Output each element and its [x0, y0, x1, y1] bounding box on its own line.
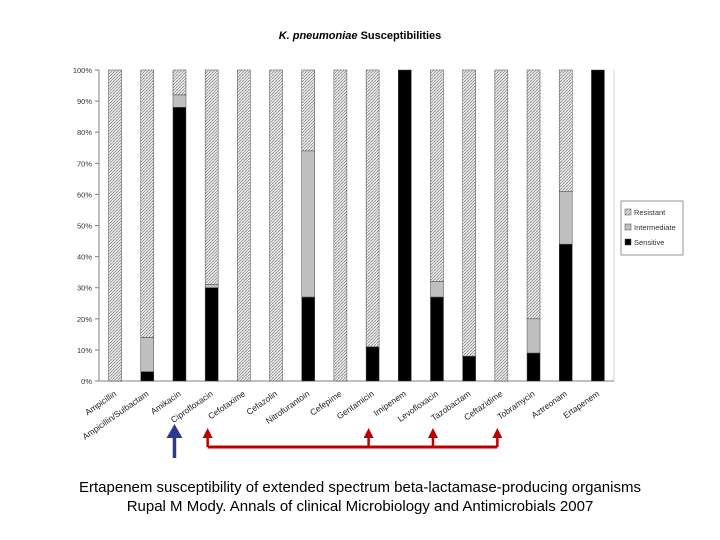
y-tick-label: 70%	[77, 159, 92, 168]
chart-title-rest: Susceptibilities	[360, 30, 442, 42]
y-tick-label: 80%	[77, 128, 92, 137]
annotations	[166, 424, 503, 458]
y-tick-label: 30%	[77, 284, 92, 293]
bar-stack	[462, 69, 476, 382]
bar-segment-sensitive	[462, 355, 476, 382]
bar-segment-resistant	[204, 69, 219, 285]
bar-stack	[558, 69, 573, 382]
legend-swatch	[624, 238, 632, 246]
bracket-arrow-head	[363, 428, 374, 438]
up-arrow-head	[166, 424, 183, 438]
bar-segment-intermediate	[172, 94, 187, 108]
bar-segment-resistant	[333, 69, 348, 382]
bar-stack	[140, 69, 155, 382]
y-tick-label: 100%	[73, 66, 93, 75]
bar-stack	[398, 69, 412, 382]
legend-box	[620, 200, 684, 256]
y-tick-label: 90%	[77, 97, 92, 106]
caption-line-2: Rupal M Mody. Annals of clinical Microbi…	[126, 498, 594, 515]
bar-segment-resistant	[462, 69, 476, 357]
bar-stack	[301, 69, 315, 382]
caption: Ertapenem susceptibility of extended spe…	[0, 478, 720, 516]
bars	[108, 69, 605, 382]
bar-stack	[591, 69, 605, 382]
caption-line-1: Ertapenem susceptibility of extended spe…	[79, 479, 641, 496]
bar-segment-sensitive	[558, 243, 573, 382]
bar-segment-resistant	[301, 69, 315, 152]
y-tick-label: 0%	[81, 377, 92, 386]
legend: Resistant Intermediate Sensitive	[620, 200, 684, 256]
y-tick-label: 10%	[77, 346, 92, 355]
bar-segment-resistant	[237, 69, 251, 382]
bar-segment-intermediate	[204, 284, 219, 288]
bar-segment-resistant	[172, 69, 187, 96]
bar-segment-sensitive	[430, 296, 444, 382]
chart-title-species: K. pneumoniae	[278, 30, 358, 42]
bar-segment-resistant	[526, 69, 541, 320]
bar-segment-intermediate	[526, 318, 541, 354]
legend-swatch	[624, 208, 632, 216]
bar-stack	[494, 69, 509, 382]
bar-stack	[526, 69, 541, 382]
y-tick-label: 20%	[77, 315, 92, 324]
y-tick-label: 40%	[77, 253, 92, 262]
bar-segment-sensitive	[301, 296, 315, 382]
bar-segment-intermediate	[558, 191, 573, 245]
bracket-arrow-head	[427, 428, 438, 438]
bracket-arrow-head	[202, 428, 213, 438]
bar-stack	[333, 69, 348, 382]
bar-segment-sensitive	[591, 69, 605, 382]
bar-segment-resistant	[108, 69, 122, 382]
legend-swatch	[624, 223, 632, 231]
y-tick-label: 50%	[77, 222, 92, 231]
bar-segment-sensitive	[526, 352, 541, 382]
bar-segment-sensitive	[140, 371, 155, 382]
bar-stack	[172, 69, 187, 382]
x-tick-label: Ertapenem	[561, 388, 601, 420]
bar-segment-resistant	[494, 69, 509, 382]
y-axis: 0% 10% 20% 30% 40% 50% 60% 70% 80% 90% 100%	[73, 66, 99, 386]
chart-title: K. pneumoniae Susceptibilities	[0, 30, 720, 42]
bar-segment-resistant	[269, 69, 283, 382]
bar-segment-resistant	[140, 69, 155, 338]
bar-segment-intermediate	[301, 150, 315, 298]
bar-segment-resistant	[430, 69, 444, 282]
bar-stack	[108, 69, 122, 382]
bar-segment-intermediate	[430, 281, 444, 298]
bar-segment-sensitive	[398, 69, 412, 382]
y-tick-label: 60%	[77, 190, 92, 199]
bar-segment-sensitive	[204, 287, 219, 382]
bar-segment-resistant	[558, 69, 573, 192]
bar-stack	[269, 69, 283, 382]
bracket-arrow-head	[492, 428, 503, 438]
bar-stack	[237, 69, 251, 382]
legend-label: Sensitive	[634, 238, 664, 247]
bar-segment-resistant	[365, 69, 380, 348]
bar-stack	[365, 69, 380, 382]
legend-label: Resistant	[634, 208, 666, 217]
bar-segment-sensitive	[365, 346, 380, 382]
x-axis: AmpicillinAmpicillin/SulbactamAmikacinCi…	[80, 388, 601, 441]
bar-stack	[204, 69, 219, 382]
legend-label: Intermediate	[634, 223, 676, 232]
bar-segment-intermediate	[140, 337, 155, 372]
bar-stack	[430, 69, 444, 382]
bar-segment-sensitive	[172, 107, 187, 382]
